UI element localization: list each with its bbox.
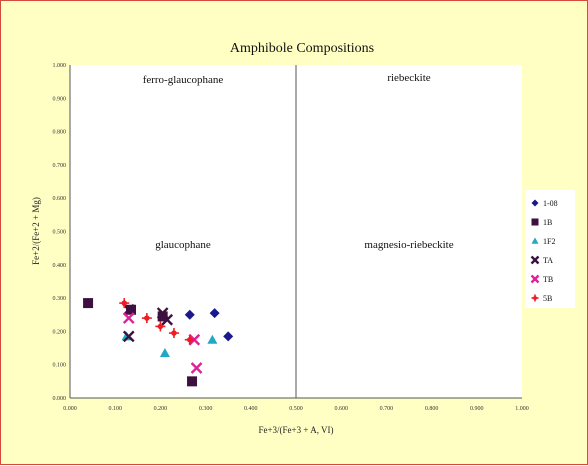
x-axis-title: Fe+3/(Fe+3 + A, VI) bbox=[258, 425, 333, 435]
y-tick-label: 0.900 bbox=[53, 96, 67, 102]
chart-title: Amphibole Compositions bbox=[230, 41, 374, 56]
y-tick-label: 0.000 bbox=[53, 396, 67, 402]
y-tick-label: 0.800 bbox=[53, 130, 67, 136]
x-tick-labels: 0.000 0.100 0.200 0.300 0.400 0.500 0.600 0.700… bbox=[63, 406, 529, 412]
x-tick-label: 0.600 bbox=[334, 406, 348, 412]
y-tick-label: 0.300 bbox=[53, 296, 67, 302]
region-label-magnesio-riebeckite: magnesio-riebeckite bbox=[364, 239, 453, 251]
data-point-5B bbox=[141, 313, 152, 324]
data-point-TB bbox=[122, 312, 135, 324]
region-label-ferro-glaucophane: ferro-glaucophane bbox=[143, 74, 224, 86]
y-tick-label: 0.500 bbox=[53, 230, 67, 236]
legend: 1-08 1B 1F2 TA TB 5B bbox=[530, 199, 558, 303]
data-point-5B bbox=[168, 328, 179, 339]
data-point-TA bbox=[161, 313, 174, 326]
x-tick-label: 0.700 bbox=[380, 406, 394, 412]
legend-marker-1-08 bbox=[531, 199, 539, 207]
y-tick-label: 1.000 bbox=[53, 63, 67, 69]
legend-marker-TA bbox=[530, 255, 540, 265]
data-point-5B bbox=[155, 321, 166, 332]
x-tick-label: 0.900 bbox=[470, 406, 484, 412]
x-tick-label: 0.400 bbox=[244, 406, 258, 412]
data-point-1-08 bbox=[209, 308, 220, 319]
data-point-1-08 bbox=[184, 309, 195, 320]
y-tick-label: 0.700 bbox=[53, 163, 67, 169]
y-axis-title: Fe+2/(Fe+2 + Mg) bbox=[31, 197, 41, 265]
data-point-1F2 bbox=[207, 334, 218, 344]
data-point-1B bbox=[83, 298, 94, 309]
legend-marker-5B bbox=[531, 294, 539, 302]
legend-label: 1F2 bbox=[543, 237, 555, 246]
legend-box bbox=[525, 190, 575, 308]
x-tick-label: 0.000 bbox=[63, 406, 77, 412]
legend-label: TB bbox=[543, 275, 553, 284]
legend-marker-1F2 bbox=[531, 237, 539, 244]
data-point-1-08 bbox=[223, 331, 234, 342]
legend-label: TA bbox=[543, 256, 553, 265]
data-point-5B bbox=[184, 334, 195, 345]
x-tick-label: 0.100 bbox=[108, 406, 122, 412]
y-tick-labels: 0.000 0.100 0.200 0.300 0.400 0.500 0.600 0.700… bbox=[53, 63, 67, 402]
legend-label: 1-08 bbox=[543, 199, 558, 208]
data-point-1F2 bbox=[159, 348, 170, 358]
y-tick-label: 0.100 bbox=[53, 363, 67, 369]
legend-marker-TB bbox=[530, 274, 540, 284]
y-tick-label: 0.400 bbox=[53, 263, 67, 269]
region-label-glaucophane: glaucophane bbox=[155, 239, 211, 251]
data-point-TA bbox=[156, 307, 169, 319]
legend-label: 1B bbox=[543, 218, 552, 227]
x-tick-label: 0.500 bbox=[289, 406, 303, 412]
x-tick-label: 0.200 bbox=[154, 406, 168, 412]
data-points bbox=[83, 298, 234, 387]
x-tick-label: 0.800 bbox=[425, 406, 439, 412]
data-point-TB bbox=[190, 362, 203, 374]
legend-marker-1B bbox=[531, 218, 539, 226]
data-point-TA bbox=[122, 330, 135, 343]
y-tick-label: 0.200 bbox=[53, 329, 67, 335]
data-point-1B bbox=[126, 304, 137, 315]
y-tick-label: 0.600 bbox=[53, 196, 67, 202]
x-tick-label: 1.000 bbox=[515, 406, 529, 412]
x-tick-label: 0.300 bbox=[199, 406, 213, 412]
region-label-riebeckite: riebeckite bbox=[387, 72, 430, 84]
data-point-5B bbox=[119, 298, 130, 309]
legend-label: 5B bbox=[543, 294, 552, 303]
data-point-1B bbox=[187, 376, 198, 387]
